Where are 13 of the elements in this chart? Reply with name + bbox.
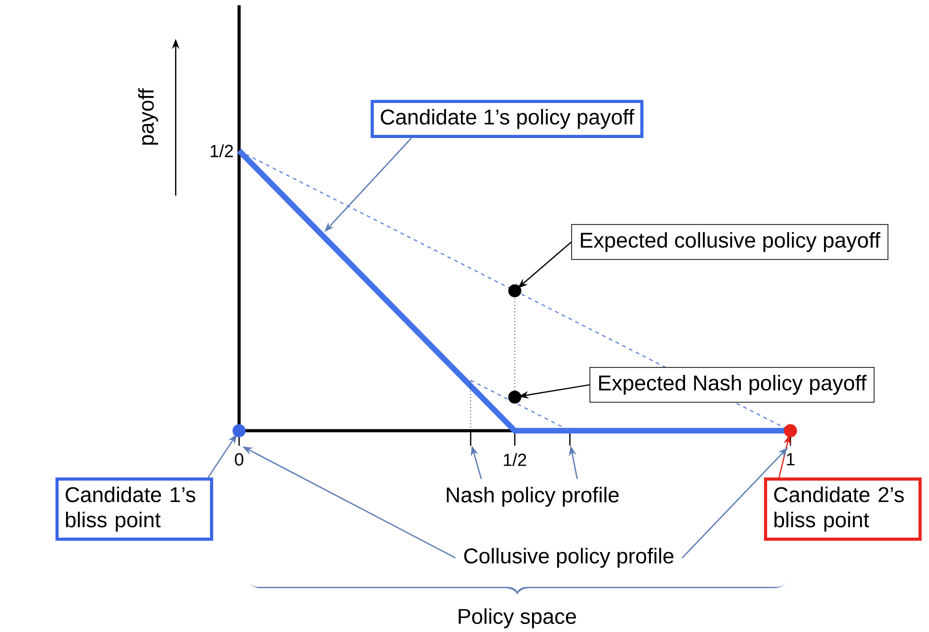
- x-tick-label: 1/2: [504, 452, 526, 466]
- text: Policy space: [458, 608, 576, 628]
- text: Candidate 1’s bliss point: [66, 486, 196, 532]
- text: Nash policy profile: [446, 486, 619, 507]
- x-tick-label: 1: [786, 452, 794, 466]
- annotation: Expected collusive policy payoff: [580, 232, 880, 252]
- text: 1/2: [210, 144, 233, 158]
- y-axis-title: payoff: [138, 88, 158, 145]
- text: Collusive policy profile: [464, 548, 674, 568]
- text: Candidate 1’s policy payoff: [380, 108, 634, 129]
- annotation: Expected Nash policy payoff: [599, 374, 867, 395]
- x-tick-label: 0: [234, 452, 244, 466]
- text: Candidate 2’s bliss point: [774, 486, 904, 532]
